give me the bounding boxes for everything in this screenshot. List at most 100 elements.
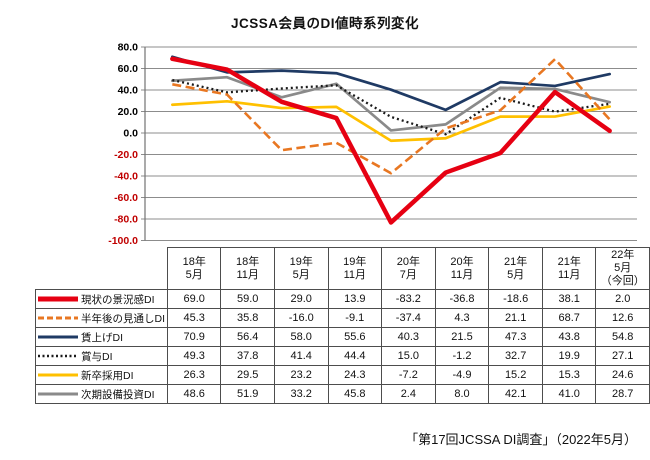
table-corner-cell xyxy=(36,248,168,290)
table-cell: 68.7 xyxy=(541,308,597,328)
series-name-label: 次期設備投資DI xyxy=(81,388,155,401)
table-cell: -37.4 xyxy=(381,308,436,328)
table-cell: 21.1 xyxy=(488,308,543,328)
table-cell: 28.7 xyxy=(595,384,650,404)
table-cell: 70.9 xyxy=(166,327,222,347)
table-cell: 58.0 xyxy=(273,327,329,347)
series-legend: 賃上げDI xyxy=(38,330,165,345)
series-legend: 現状の景況感DI xyxy=(38,292,165,307)
series-label-cell: 次期設備投資DI xyxy=(35,384,168,404)
table-header-cell: 20年 11月 xyxy=(434,247,490,290)
table-cell: 51.9 xyxy=(220,384,275,404)
series-line-0 xyxy=(170,56,612,225)
legend-line-swatch xyxy=(38,316,78,320)
legend-line-swatch xyxy=(38,296,78,302)
table-cell: 45.8 xyxy=(327,384,383,404)
table-cell: 41.4 xyxy=(273,346,329,366)
y-axis-label: -20.0 xyxy=(114,149,138,161)
header-line: 18年 xyxy=(236,255,260,268)
header-line: 21年 xyxy=(557,255,581,268)
table-cell: -16.0 xyxy=(273,308,329,328)
y-axis-label: 80.0 xyxy=(118,42,139,54)
table-cell: -36.8 xyxy=(434,289,490,309)
table-cell: 32.7 xyxy=(488,346,543,366)
header-line: 11月 xyxy=(450,268,474,281)
series-legend: 次期設備投資DI xyxy=(38,387,165,402)
table-cell: 41.0 xyxy=(541,384,597,404)
table-header-cell: 21年 11月 xyxy=(541,247,597,290)
header-line: （今回） xyxy=(600,275,645,287)
y-axis-label: 40.0 xyxy=(118,85,139,97)
table-row: 現状の景況感DI 69.0 59.0 29.0 13.9 -83.2 -36.8 -18.6 3… xyxy=(35,289,650,309)
table-cell: 8.0 xyxy=(434,384,490,404)
header-line: 5月 xyxy=(614,262,632,274)
header-line: 22年 xyxy=(611,249,635,261)
series-name-label: 新卒採用DI xyxy=(81,369,134,382)
table-cell: 40.3 xyxy=(381,327,436,347)
table-cell: 21.5 xyxy=(434,327,490,347)
table-cell: 24.3 xyxy=(327,365,383,385)
header-line: 20年 xyxy=(450,255,474,268)
header-line: 19年 xyxy=(289,255,313,268)
series-name-label: 半年後の見通しDI xyxy=(81,312,165,325)
y-axis-label: 0.0 xyxy=(123,128,138,140)
series-line-5 xyxy=(170,75,612,132)
table-cell: 26.3 xyxy=(166,365,222,385)
series-label-cell: 賞与DI xyxy=(35,346,168,366)
header-line: 18年 xyxy=(182,255,206,268)
header-line: 21年 xyxy=(504,255,528,268)
table-cell: -83.2 xyxy=(381,289,436,309)
legend-line-swatch xyxy=(38,335,78,339)
source-caption: 「第17回JCSSA DI調査」（2022年5月） xyxy=(405,432,637,447)
table-cell: 15.0 xyxy=(381,346,436,366)
y-axis-label: -60.0 xyxy=(114,192,138,204)
header-line: 5月 xyxy=(292,268,310,281)
header-line: 5月 xyxy=(185,268,203,281)
table-cell: 24.6 xyxy=(595,365,650,385)
table-cell: 38.1 xyxy=(541,289,597,309)
table-header-cell: 19年 11月 xyxy=(327,247,383,290)
table-row: 賃上げDI 70.9 56.4 58.0 55.6 40.3 21.5 47.3 43.8 54.… xyxy=(35,327,650,347)
table-cell: -4.9 xyxy=(434,365,490,385)
series-legend: 賞与DI xyxy=(38,349,165,364)
series-line-1 xyxy=(172,57,611,175)
line-chart: 80.0 60.0 40.0 20.0 0.0 -20.0 -40.0 -60.0 -80.0 -… xyxy=(108,42,637,246)
header-line: 11月 xyxy=(236,268,259,281)
table-cell: 49.3 xyxy=(166,346,222,366)
series-line-4 xyxy=(170,99,612,143)
table-cell: 59.0 xyxy=(220,289,275,309)
table-cell: 35.8 xyxy=(220,308,275,328)
table-cell: 37.8 xyxy=(220,346,275,366)
y-axis-label: 60.0 xyxy=(118,63,139,75)
series-label-cell: 新卒採用DI xyxy=(35,365,168,385)
series-label-cell: 半年後の見通しDI xyxy=(35,308,168,328)
table-header-cell: 21年 5月 xyxy=(488,247,543,290)
table-cell: 23.2 xyxy=(273,365,329,385)
table-header: 18年 5月 18年 11月 19年 5月 19年 11月 20年 7月 20年 11月 21年 5月 21… xyxy=(36,247,650,290)
series-name-label: 賃上げDI xyxy=(81,331,123,344)
table-cell: 55.6 xyxy=(327,327,383,347)
y-axis-label: -40.0 xyxy=(114,171,138,183)
table-cell: 4.3 xyxy=(434,308,490,328)
chart-title: JCSSA会員のDI値時系列変化 xyxy=(230,16,419,31)
table-cell: 15.3 xyxy=(541,365,597,385)
header-line: 11月 xyxy=(558,268,581,281)
header-line: 11月 xyxy=(343,268,366,281)
table-cell: 2.0 xyxy=(595,289,650,309)
table-cell: 13.9 xyxy=(327,289,383,309)
table-cell: -7.2 xyxy=(381,365,436,385)
table-cell: 48.6 xyxy=(166,384,222,404)
table-cell: 27.1 xyxy=(595,346,650,366)
table-cell: -9.1 xyxy=(327,308,383,328)
legend-line-swatch xyxy=(38,354,78,358)
y-axis-label: -100.0 xyxy=(108,235,138,246)
header-line: 19年 xyxy=(343,255,367,268)
table-cell: 56.4 xyxy=(220,327,275,347)
table-body: 現状の景況感DI 69.0 59.0 29.0 13.9 -83.2 -36.8 -18.6 3… xyxy=(35,289,650,404)
table-header-row: 18年 5月 18年 11月 19年 5月 19年 11月 20年 7月 20年 11月 21年 5月 21… xyxy=(36,247,650,290)
series-name-label: 賞与DI xyxy=(81,350,113,363)
table-cell: 45.3 xyxy=(166,308,222,328)
table-header-cell: 22年 5月 （今回） xyxy=(595,247,650,290)
series-legend: 新卒採用DI xyxy=(38,368,165,383)
